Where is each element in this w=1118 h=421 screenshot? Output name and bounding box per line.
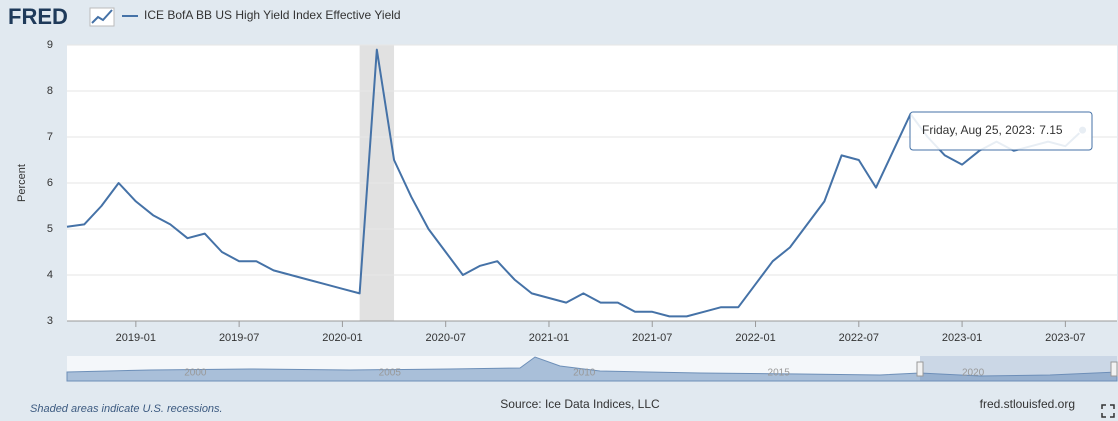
x-tick-label: 2021-01 (529, 332, 569, 344)
x-tick-label: 2019-07 (219, 332, 259, 344)
x-tick-label: 2019-01 (116, 332, 156, 344)
y-axis-label: Percent (16, 164, 28, 202)
navigator-handle[interactable] (916, 361, 924, 377)
y-tick-label: 4 (47, 269, 53, 281)
logo-icon (89, 7, 115, 27)
navigator-tick-label: 2020 (962, 368, 985, 379)
x-tick-label: 2020-01 (322, 332, 362, 344)
tooltip-box (909, 111, 1093, 151)
tooltip-value: 7.15 (1039, 123, 1063, 137)
tooltip-text: Friday, Aug 25, 2023: 7.15 (922, 123, 1063, 137)
y-tick-label: 3 (47, 315, 53, 327)
navigator-handle[interactable] (1110, 361, 1118, 377)
x-tick-label: 2022-07 (839, 332, 879, 344)
y-tick-label: 6 (47, 177, 53, 189)
logo: FRED (8, 4, 68, 29)
source: Source: Ice Data Indices, LLC (500, 397, 660, 411)
navigator-range[interactable] (920, 356, 1117, 381)
y-tick-label: 9 (47, 39, 53, 51)
x-tick-label: 2022-01 (735, 332, 775, 344)
navigator-tick-label: 2005 (379, 368, 402, 379)
navigator-tick-label: 2000 (184, 368, 207, 379)
navigator-tick-label: 2010 (573, 368, 596, 379)
x-tick-label: 2021-07 (632, 332, 672, 344)
y-tick-label: 5 (47, 223, 53, 235)
x-tick-label: 2020-07 (426, 332, 466, 344)
x-tick-label: 2023-01 (942, 332, 982, 344)
y-tick-label: 7 (47, 131, 53, 143)
y-tick-label: 8 (47, 85, 53, 97)
tooltip-label: Friday, Aug 25, 2023: (922, 123, 1035, 137)
legend-label: ICE BofA BB US High Yield Index Effectiv… (144, 8, 401, 22)
site: fred.stlouisfed.org (980, 397, 1075, 411)
x-tick-label: 2023-07 (1045, 332, 1085, 344)
recession-note: Shaded areas indicate U.S. recessions. (30, 403, 223, 415)
navigator-tick-label: 2015 (768, 368, 791, 379)
fullscreen-icon[interactable] (1101, 404, 1115, 418)
